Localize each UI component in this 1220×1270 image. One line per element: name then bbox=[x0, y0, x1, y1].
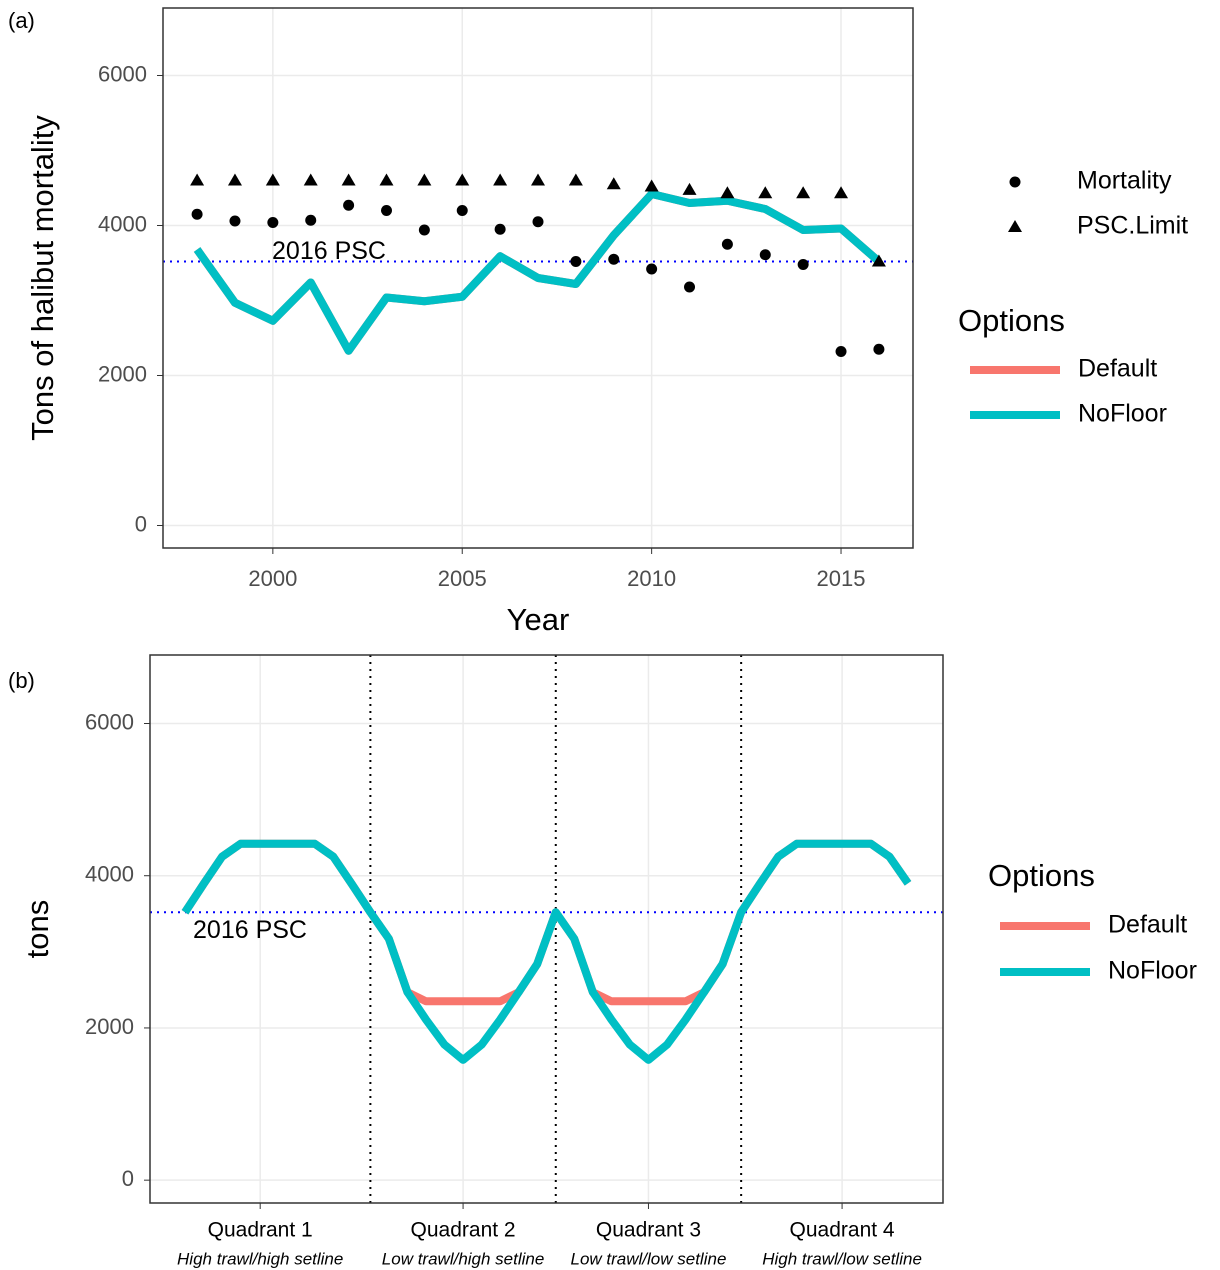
y-axis-title: Tons of halibut mortality bbox=[25, 115, 60, 441]
x-tick-sublabel: High trawl/low setline bbox=[762, 1249, 922, 1268]
point bbox=[684, 281, 696, 293]
panel-tag: (a) bbox=[8, 8, 35, 33]
point bbox=[456, 205, 468, 216]
series-line bbox=[181, 839, 912, 1064]
reference-label: 2016 PSC bbox=[272, 237, 386, 265]
point bbox=[720, 186, 735, 199]
point bbox=[455, 173, 470, 186]
point bbox=[380, 205, 392, 216]
y-tick-label: 6000 bbox=[85, 709, 134, 734]
point bbox=[834, 186, 849, 199]
point bbox=[873, 343, 885, 355]
point bbox=[379, 173, 394, 186]
point bbox=[871, 254, 886, 267]
x-tick-label: 2015 bbox=[817, 566, 866, 591]
y-tick-label: 2000 bbox=[85, 1014, 134, 1039]
plot-border bbox=[149, 654, 944, 1204]
point bbox=[343, 199, 355, 211]
point bbox=[191, 208, 203, 220]
x-tick-label: Quadrant 1 bbox=[208, 1219, 313, 1242]
point bbox=[229, 215, 241, 227]
point bbox=[265, 173, 280, 186]
point bbox=[758, 186, 773, 199]
y-tick-label: 0 bbox=[122, 1166, 134, 1191]
point bbox=[531, 173, 545, 186]
x-tick-label: 2010 bbox=[627, 566, 676, 591]
x-tick-label: Quadrant 4 bbox=[790, 1219, 895, 1242]
y-tick-label: 4000 bbox=[85, 862, 134, 887]
x-tick-label: Quadrant 2 bbox=[411, 1219, 516, 1242]
y-tick-label: 2000 bbox=[98, 361, 147, 386]
point bbox=[227, 173, 242, 186]
point bbox=[608, 253, 620, 265]
point bbox=[190, 173, 205, 186]
point bbox=[418, 224, 430, 236]
point bbox=[644, 179, 659, 192]
point bbox=[305, 214, 317, 226]
x-tick-label: 2000 bbox=[248, 566, 297, 591]
point bbox=[796, 186, 811, 199]
legend-label: PSC.Limit bbox=[1077, 212, 1188, 240]
point bbox=[267, 217, 279, 228]
point bbox=[341, 173, 356, 186]
point bbox=[303, 173, 318, 186]
reference-label: 2016 PSC bbox=[193, 916, 307, 944]
point bbox=[721, 238, 733, 250]
y-tick-label: 0 bbox=[135, 511, 147, 536]
point bbox=[493, 173, 508, 186]
x-tick-sublabel: High trawl/high setline bbox=[177, 1249, 343, 1268]
point bbox=[570, 256, 582, 267]
legend-label: Default bbox=[1078, 355, 1157, 383]
legend-label: Mortality bbox=[1077, 167, 1172, 195]
legend-label: NoFloor bbox=[1108, 957, 1197, 985]
plot-border bbox=[162, 7, 914, 549]
point bbox=[417, 173, 432, 186]
point bbox=[835, 346, 847, 357]
panel-tag: (b) bbox=[8, 668, 35, 693]
x-tick-label: Quadrant 3 bbox=[596, 1219, 701, 1242]
legend-symbol bbox=[1008, 220, 1022, 232]
y-axis-title: tons bbox=[20, 900, 55, 959]
y-tick-label: 4000 bbox=[98, 211, 147, 236]
y-tick-label: 6000 bbox=[98, 61, 147, 86]
point bbox=[682, 182, 697, 195]
point bbox=[532, 216, 544, 228]
point bbox=[797, 259, 809, 270]
point bbox=[568, 173, 583, 186]
x-tick-sublabel: Low trawl/low setline bbox=[571, 1249, 727, 1268]
point bbox=[646, 263, 658, 275]
x-tick-sublabel: Low trawl/high setline bbox=[382, 1249, 545, 1268]
x-axis-title: Year bbox=[507, 602, 570, 637]
legend-label: NoFloor bbox=[1078, 400, 1167, 428]
legend-label: Default bbox=[1108, 911, 1187, 939]
legend-title: Options bbox=[958, 303, 1065, 338]
point bbox=[759, 249, 771, 261]
series-line bbox=[193, 190, 882, 355]
point bbox=[494, 223, 506, 235]
legend-title: Options bbox=[988, 858, 1095, 893]
point bbox=[606, 177, 621, 190]
legend-symbol bbox=[1009, 176, 1021, 188]
x-tick-label: 2005 bbox=[438, 566, 487, 591]
